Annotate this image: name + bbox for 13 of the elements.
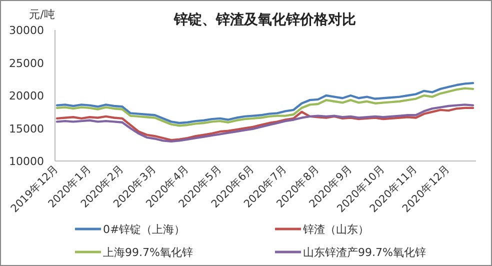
legend-label: 0#锌锭（上海） bbox=[103, 223, 186, 236]
y-tick-label: 20000 bbox=[9, 90, 44, 102]
y-axis-title: 元/吨 bbox=[29, 8, 55, 21]
y-tick-label: 15000 bbox=[9, 122, 44, 136]
legend-label: 锌渣（山东） bbox=[302, 223, 369, 236]
line-series bbox=[56, 87, 474, 127]
y-tick-label: 30000 bbox=[9, 24, 44, 37]
y-tick-label: 25000 bbox=[9, 56, 44, 70]
chart-title: 锌锭、锌渣及氧化锌价格对比 bbox=[173, 12, 356, 28]
legend-label: 上海99.7%氧化锌 bbox=[103, 246, 193, 259]
legend-label: 山东锌渣产99.7%氧化锌 bbox=[303, 246, 426, 259]
line-series bbox=[56, 82, 474, 124]
y-tick-label: 10000 bbox=[9, 155, 44, 168]
